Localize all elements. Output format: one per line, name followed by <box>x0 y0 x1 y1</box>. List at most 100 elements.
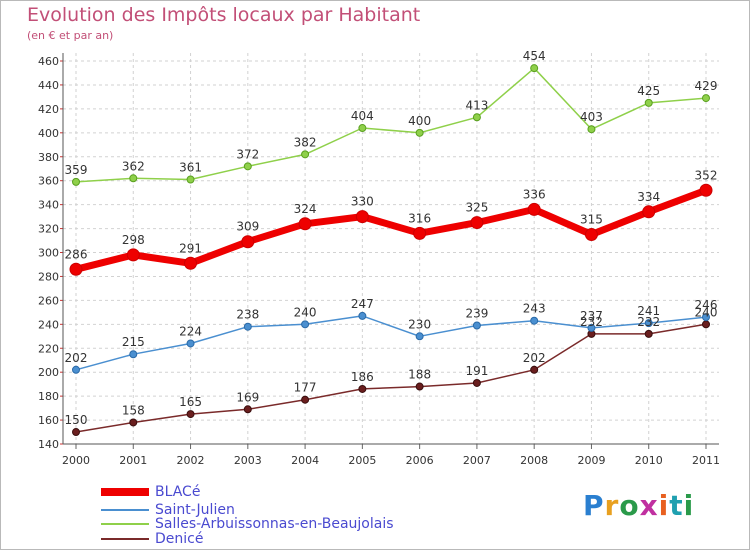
y-tick-label: 240 <box>38 318 59 331</box>
data-label-1-3: 238 <box>236 308 259 322</box>
x-tick-label: 2005 <box>348 454 376 467</box>
y-tick-label: 280 <box>38 270 59 283</box>
data-point-3-6 <box>415 382 424 391</box>
legend-swatch <box>101 523 149 525</box>
data-label-3-11: 240 <box>695 305 718 319</box>
data-point-3-2 <box>186 410 195 419</box>
data-label-1-2: 224 <box>179 324 202 338</box>
data-label-2-5: 404 <box>351 109 374 123</box>
logo-letter: P <box>583 489 605 522</box>
chart-subtitle: (en € et par an) <box>27 29 114 42</box>
data-label-1-5: 247 <box>351 297 374 311</box>
data-label-1-0: 202 <box>65 351 88 365</box>
data-label-1-6: 230 <box>408 317 431 331</box>
data-point-3-0 <box>72 428 80 437</box>
y-tick-label: 360 <box>38 175 59 188</box>
data-point-3-8 <box>530 365 539 374</box>
data-label-0-8: 336 <box>523 187 546 201</box>
y-tick-label: 300 <box>38 247 59 260</box>
data-label-3-7: 191 <box>465 364 488 378</box>
data-point-2-1 <box>129 174 138 183</box>
y-tick-label: 320 <box>38 223 59 236</box>
data-label-2-0: 359 <box>65 163 88 177</box>
data-point-0-3 <box>241 235 255 249</box>
legend-swatch <box>101 509 149 511</box>
data-label-0-1: 298 <box>122 233 145 247</box>
data-label-1-10: 241 <box>637 304 660 318</box>
data-point-3-11 <box>702 320 710 329</box>
data-point-1-2 <box>186 339 195 348</box>
data-point-1-10 <box>644 319 653 328</box>
data-label-2-6: 400 <box>408 114 431 128</box>
series-line-3 <box>75 323 707 433</box>
data-point-1-8 <box>530 316 539 325</box>
data-point-3-1 <box>129 418 138 427</box>
data-label-3-0: 150 <box>65 413 88 427</box>
data-point-1-7 <box>472 321 481 330</box>
y-tick-label: 160 <box>38 414 59 427</box>
legend-label: BLACé <box>155 484 201 500</box>
data-point-3-5 <box>358 384 367 393</box>
x-tick-label: 2001 <box>119 454 147 467</box>
data-label-2-8: 454 <box>523 49 546 63</box>
data-point-0-5 <box>355 210 369 224</box>
logo-letter: x <box>639 489 659 522</box>
legend-item-1: Saint-Julien <box>101 502 235 518</box>
data-point-2-8 <box>530 64 539 73</box>
x-tick-label: 2003 <box>234 454 262 467</box>
data-label-0-4: 324 <box>294 202 317 216</box>
data-label-1-8: 243 <box>523 302 546 316</box>
data-point-2-6 <box>415 128 424 137</box>
data-point-3-3 <box>243 405 252 414</box>
x-tick-label: 2008 <box>520 454 548 467</box>
data-point-0-10 <box>642 205 656 219</box>
data-label-2-10: 425 <box>637 84 660 98</box>
data-point-0-2 <box>184 256 198 270</box>
data-label-2-4: 382 <box>294 135 317 149</box>
data-point-2-2 <box>186 175 195 184</box>
y-tick-label: 340 <box>38 199 59 212</box>
legend-swatch <box>101 538 149 540</box>
data-label-3-1: 158 <box>122 403 145 417</box>
data-point-2-5 <box>358 124 367 133</box>
data-point-1-1 <box>129 350 138 359</box>
legend-item-2: Salles-Arbuissonnas-en-Beaujolais <box>101 516 394 532</box>
data-label-0-0: 286 <box>65 247 88 261</box>
data-label-1-4: 240 <box>294 305 317 319</box>
logo-letter: i <box>683 489 695 522</box>
x-tick-label: 2009 <box>577 454 605 467</box>
data-label-2-7: 413 <box>465 98 488 112</box>
data-label-0-9: 315 <box>580 213 603 227</box>
y-tick-label: 140 <box>38 438 59 451</box>
data-point-1-0 <box>72 365 80 374</box>
y-tick-label: 260 <box>38 294 59 307</box>
data-label-2-11: 429 <box>695 79 718 93</box>
y-tick-label: 220 <box>38 342 59 355</box>
legend-item-0: BLACé <box>101 484 201 500</box>
legend-label: Salles-Arbuissonnas-en-Beaujolais <box>155 516 394 532</box>
data-point-2-4 <box>301 150 310 159</box>
data-label-0-2: 291 <box>179 241 202 255</box>
x-tick-label: 2010 <box>635 454 663 467</box>
data-label-3-10: 232 <box>637 315 660 329</box>
x-tick-label: 2004 <box>291 454 319 467</box>
data-label-0-3: 309 <box>236 220 259 234</box>
data-label-0-7: 325 <box>465 201 488 215</box>
data-label-0-11: 352 <box>695 168 718 182</box>
y-tick-label: 420 <box>38 103 59 116</box>
x-tick-label: 2007 <box>463 454 491 467</box>
data-point-1-5 <box>358 311 367 320</box>
data-label-3-4: 177 <box>294 381 317 395</box>
data-label-2-3: 372 <box>236 147 259 161</box>
proxiti-logo: Proxiti <box>583 489 694 522</box>
data-label-3-6: 188 <box>408 368 431 382</box>
data-point-0-4 <box>298 217 312 231</box>
y-tick-label: 380 <box>38 151 59 164</box>
series-line-2 <box>75 67 707 183</box>
data-label-1-1: 215 <box>122 335 145 349</box>
series-line-1 <box>75 315 707 371</box>
y-tick-label: 440 <box>38 79 59 92</box>
data-label-1-9: 237 <box>580 309 603 323</box>
